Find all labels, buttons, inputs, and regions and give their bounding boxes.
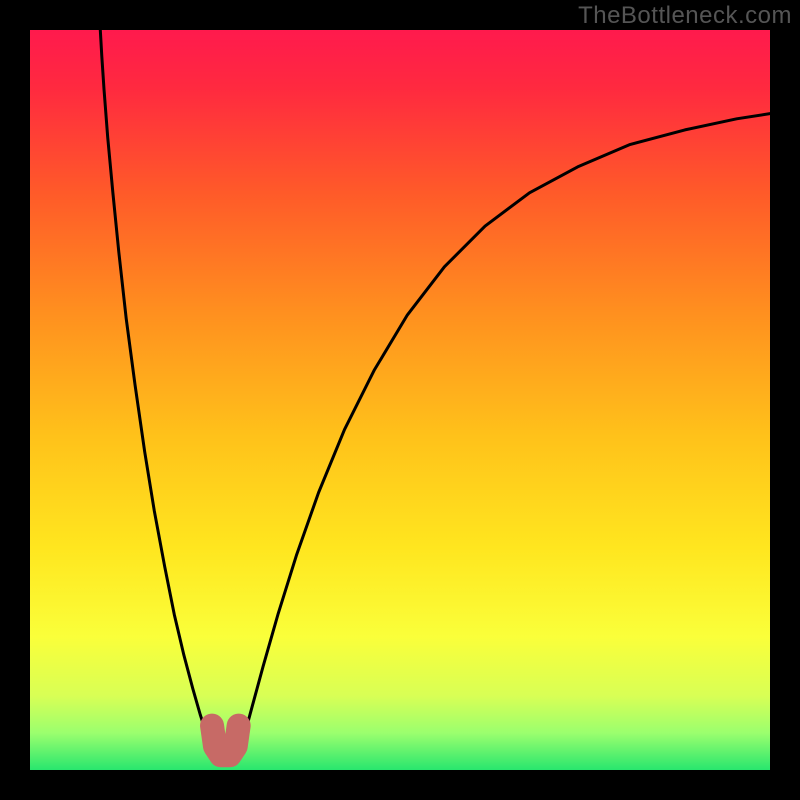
- chart-container: TheBottleneck.com: [0, 0, 800, 800]
- plot-background: [30, 30, 770, 770]
- watermark-text: TheBottleneck.com: [578, 2, 792, 30]
- bottleneck-chart: [0, 0, 800, 800]
